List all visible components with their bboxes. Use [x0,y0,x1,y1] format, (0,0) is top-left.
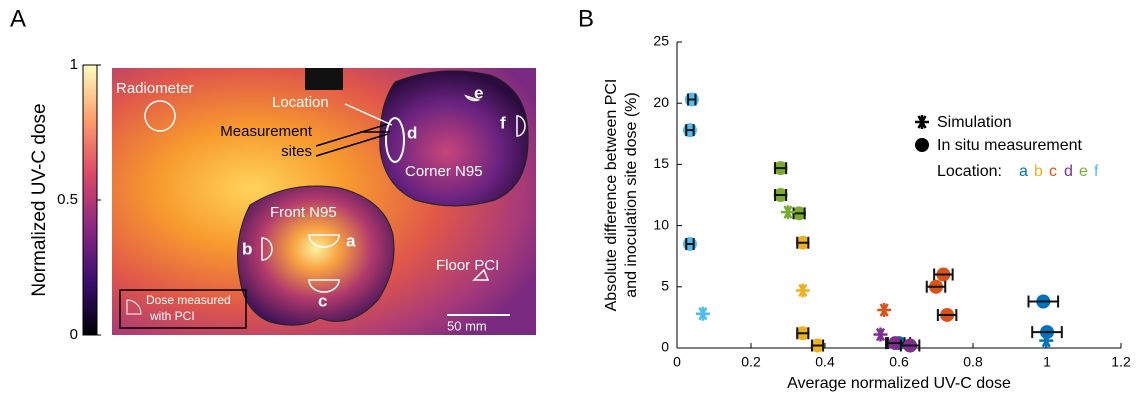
x-tick-label: 0.6 [889,354,909,370]
x-tick-label: 0 [673,354,681,370]
annotation: with PCI [149,309,195,323]
legend-entry: e [1079,163,1088,180]
simulation-marker [696,307,710,321]
y-tick-label: 20 [653,94,669,110]
x-tick-label: 0.4 [815,354,835,370]
panel-label: B [578,5,594,32]
y-axis-label: Absolute difference between PCI [603,79,620,312]
legend-marker [915,138,929,152]
annotation: Corner N95 [405,163,483,180]
site-letter: d [407,123,417,142]
simulation-marker [915,115,929,129]
y-tick-label: 5 [661,278,669,294]
legend-entry: d [1064,163,1073,180]
x-tick-label: 0.8 [963,354,983,370]
annotation: Front N95 [270,204,337,221]
legend-entry: f [1094,163,1099,180]
page: {"panel_a": {"label": "A", "colorbar": {… [0,0,1146,406]
annotation: Floor PCI [436,257,499,274]
site-letter: a [346,231,356,250]
legend-entry: a [1019,163,1028,180]
colorbar-tick-label: 0 [70,326,78,343]
site-letter: b [242,239,252,258]
legend-entry: c [1049,163,1057,180]
annotation: Dose measured [146,293,231,307]
y-tick-label: 0 [661,339,669,355]
x-tick-label: 1 [1043,354,1051,370]
colorbar-title: Normalized UV-C dose [29,103,50,296]
site-letter: e [474,83,483,102]
x-axis-label: Average normalized UV-C dose [787,375,1011,392]
annotation: Location [272,94,329,111]
annotation: 50 mm [447,318,487,333]
annotation: Measurement [220,123,313,140]
colorbar [83,65,97,335]
corner-mask [380,71,528,206]
legend-label: Location: [937,163,1002,180]
simulation-marker [877,303,891,317]
legend-label: In situ measurement [937,137,1083,154]
y-tick-label: 15 [653,155,669,171]
y-axis-label: and inoculation site dose (%) [623,92,640,297]
legend-entry: b [1034,163,1043,180]
annotation: sites [281,143,312,160]
panel-label: A [10,5,26,32]
figure: A B Normalized UV-C dose Radiometer Loca… [0,0,1146,401]
y-tick-label: 25 [653,33,669,49]
legend-label: Simulation [937,114,1012,131]
site-letter: c [318,291,327,310]
x-tick-label: 0.2 [741,354,761,370]
colorbar-tick-label: 1 [70,56,78,73]
sensor-block [305,68,343,90]
x-tick-label: 1.2 [1111,354,1131,370]
colorbar-tick-label: 0.5 [57,191,78,208]
site-letter: f [500,113,506,132]
annotation: Radiometer [116,80,194,97]
y-tick-label: 10 [653,216,669,232]
simulation-marker [796,283,810,297]
